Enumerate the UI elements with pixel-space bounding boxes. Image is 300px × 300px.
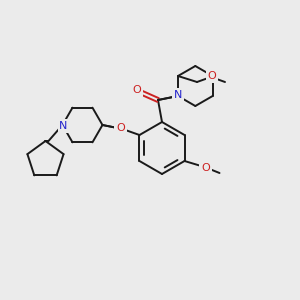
Text: N: N xyxy=(174,90,182,100)
Text: O: O xyxy=(201,163,210,173)
Text: O: O xyxy=(116,123,125,133)
Text: N: N xyxy=(59,121,68,131)
Text: O: O xyxy=(133,85,141,95)
Text: O: O xyxy=(208,71,216,81)
